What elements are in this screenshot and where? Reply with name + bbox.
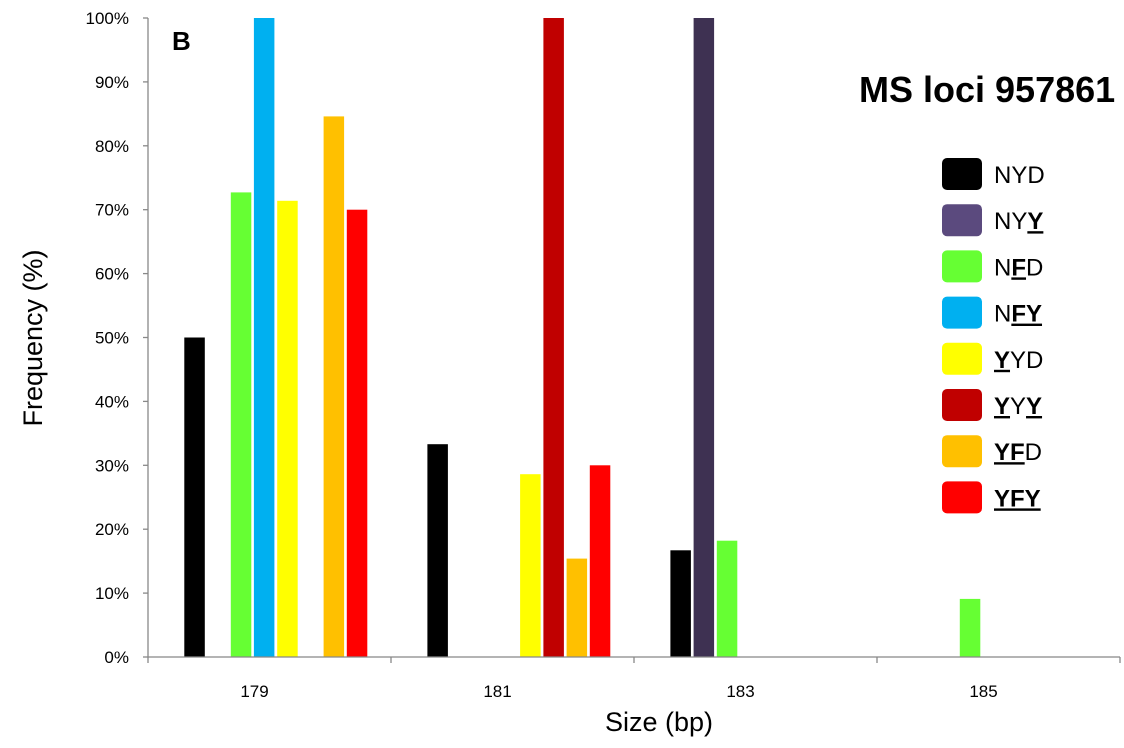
- bar-yfd-179: [323, 116, 345, 657]
- y-axis-title: Frequency (%): [18, 249, 48, 426]
- legend-swatch-nyd: [942, 158, 982, 190]
- legend-label-yfy: YFY: [994, 485, 1041, 512]
- bar-nfd-185: [959, 598, 981, 657]
- legend-swatch-yfy: [942, 481, 982, 514]
- bar-nyd-183: [670, 550, 691, 657]
- legend-swatch-nyy: [942, 204, 982, 237]
- y-tick-label: 90%: [95, 73, 129, 92]
- axes-layer: 0% 10% 20% 30% 40% 50% 60% 70% 80% 90% 100% 179 181 1…: [86, 9, 1121, 701]
- bar-yyd-181: [520, 474, 541, 657]
- legend-swatch-yyy: [942, 389, 982, 421]
- legend-label-nfd: NFD: [994, 254, 1043, 281]
- legend: NYD NYY NFD NFY YYD YYY YFD YFY: [942, 158, 1045, 514]
- legend-swatch-nfy: [942, 296, 982, 329]
- x-axis-title: Size (bp): [605, 707, 713, 737]
- bar-yyy-181: [543, 18, 564, 657]
- x-tick-label-179: 179: [240, 682, 268, 701]
- bar-nyd-179: [184, 337, 205, 657]
- bar-yyd-179: [277, 200, 298, 658]
- y-tick-label: 10%: [95, 584, 129, 603]
- y-tick-label: 80%: [95, 137, 129, 156]
- y-tick-label: 50%: [95, 329, 129, 348]
- legend-swatch-yfd: [942, 435, 982, 468]
- legend-label-yyd: YYD: [994, 347, 1043, 374]
- bar-nyy-183: [693, 18, 715, 657]
- legend-label-nyy: NYY: [994, 208, 1043, 235]
- chart-title: MS loci 957861: [859, 69, 1115, 110]
- y-tick-label: 20%: [95, 520, 129, 539]
- bar-nyd-181: [427, 444, 448, 657]
- y-tick-label: 100%: [86, 9, 129, 28]
- bar-nfd-179: [230, 192, 252, 657]
- y-tick-label: 0%: [104, 648, 129, 667]
- bar-nfy-179: [253, 18, 275, 657]
- bar-yfd-181: [566, 558, 588, 657]
- x-tick-label-183: 183: [726, 682, 754, 701]
- y-tick-label: 60%: [95, 265, 129, 284]
- y-tick-label: 40%: [95, 392, 129, 411]
- legend-swatch-nfd: [942, 250, 982, 283]
- x-tick-label-185: 185: [969, 682, 997, 701]
- x-tick-label-181: 181: [483, 682, 511, 701]
- legend-label-nfy: NFY: [994, 301, 1042, 328]
- legend-label-yyy: YYY: [994, 393, 1042, 420]
- y-tick-label: 70%: [95, 201, 129, 220]
- legend-label-nyd: NYD: [994, 162, 1045, 189]
- legend-swatch-yyd: [942, 342, 982, 375]
- panel-label: B: [172, 26, 191, 56]
- bar-nfd-183: [716, 540, 738, 657]
- y-tick-label: 30%: [95, 456, 129, 475]
- legend-label-yfd: YFD: [994, 439, 1042, 466]
- bar-yfy-179: [346, 209, 368, 657]
- bar-yfy-181: [589, 465, 611, 657]
- bars-layer: [184, 18, 981, 658]
